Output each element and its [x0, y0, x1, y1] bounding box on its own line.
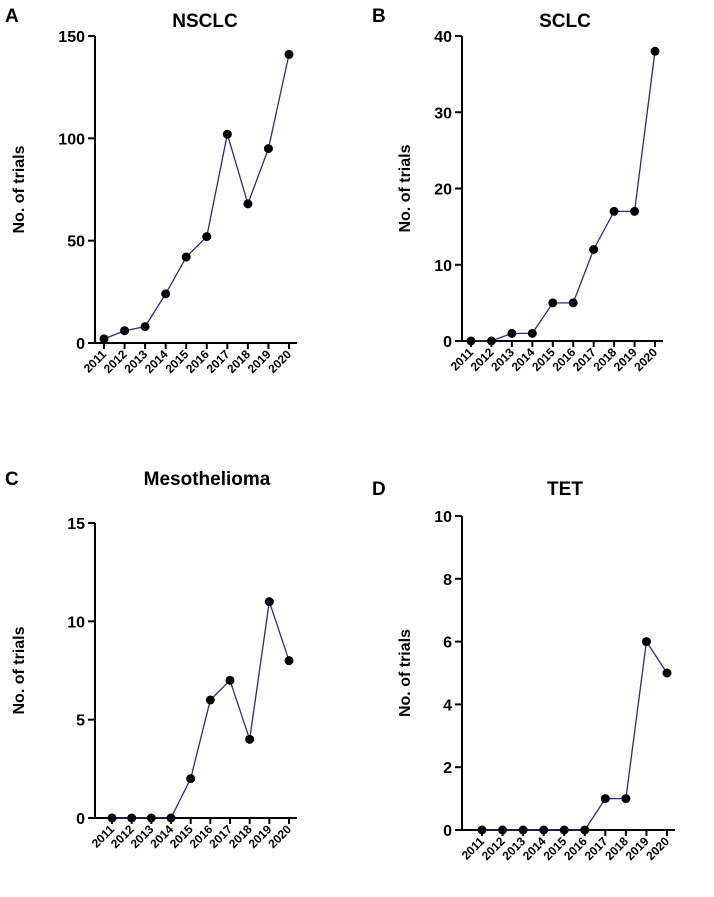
- x-tick-label: 2020: [265, 822, 294, 851]
- panel-label: D: [372, 479, 386, 500]
- y-tick-label: 20: [434, 182, 452, 199]
- data-point-2017: [600, 794, 610, 804]
- data-point-2013: [146, 813, 156, 823]
- data-point-2019: [630, 206, 640, 216]
- data-point-2019: [263, 144, 273, 154]
- data-point-2020: [284, 49, 294, 59]
- data-point-2018: [243, 199, 253, 209]
- series-line: [471, 51, 656, 342]
- data-point-2016: [568, 298, 578, 308]
- data-point-2016: [202, 232, 212, 242]
- y-tick-label: 40: [434, 29, 452, 46]
- x-tick-label: 2020: [265, 347, 294, 376]
- panel-label: B: [372, 6, 386, 27]
- data-point-2017: [589, 245, 599, 254]
- y-tick-label: 6: [443, 635, 452, 652]
- y-tick-label: 100: [58, 131, 85, 148]
- series-line: [103, 54, 290, 340]
- y-tick-label: 50: [67, 234, 85, 251]
- chart-title: TET: [547, 479, 583, 500]
- y-tick-label: 8: [443, 572, 452, 589]
- data-point-2020: [662, 668, 672, 678]
- data-point-2013: [140, 322, 150, 332]
- data-point-2019: [264, 597, 274, 607]
- data-point-2012: [498, 825, 508, 835]
- y-tick-label: 5: [76, 713, 85, 730]
- chart-title: Mesothelioma: [144, 469, 271, 490]
- y-tick-label: 10: [434, 509, 452, 526]
- data-point-2013: [507, 328, 517, 338]
- y-tick-label: 0: [443, 334, 452, 351]
- y-tick-label: 30: [434, 105, 452, 122]
- data-point-2015: [559, 825, 569, 835]
- panel-label: A: [5, 6, 19, 27]
- data-point-2018: [621, 794, 631, 804]
- x-tick-label: 2020: [643, 834, 672, 863]
- data-point-2019: [641, 637, 651, 647]
- y-tick-label: 10: [434, 258, 452, 275]
- panel-label: C: [5, 469, 19, 490]
- data-point-2011: [466, 336, 476, 346]
- data-point-2012: [127, 813, 137, 823]
- y-axis-label: No. of trials: [11, 626, 28, 714]
- x-tick-label: 2020: [631, 345, 660, 374]
- y-tick-label: 0: [443, 823, 452, 840]
- data-point-2012: [120, 326, 130, 336]
- chart-title: SCLC: [539, 11, 591, 32]
- data-point-2017: [225, 675, 235, 685]
- y-tick-label: 0: [76, 811, 85, 828]
- series-line: [482, 639, 668, 831]
- data-point-2016: [205, 695, 215, 705]
- data-point-2015: [181, 252, 191, 262]
- data-point-2020: [650, 46, 660, 56]
- data-point-2015: [548, 298, 558, 308]
- data-point-2014: [527, 328, 537, 338]
- data-point-2014: [166, 813, 176, 823]
- y-tick-label: 10: [67, 614, 85, 631]
- y-tick-label: 4: [443, 697, 452, 714]
- data-point-2020: [284, 656, 294, 666]
- data-point-2017: [222, 129, 232, 139]
- y-tick-label: 0: [76, 336, 85, 353]
- data-point-2012: [486, 336, 496, 346]
- data-point-2016: [580, 825, 590, 835]
- y-axis-label: No. of trials: [11, 145, 28, 233]
- data-point-2011: [477, 825, 487, 835]
- data-point-2013: [518, 825, 528, 835]
- data-point-2018: [245, 734, 255, 744]
- data-point-2018: [609, 206, 619, 216]
- series-line: [112, 601, 290, 819]
- y-axis-label: No. of trials: [397, 144, 414, 232]
- y-tick-label: 15: [67, 516, 85, 533]
- y-tick-label: 150: [58, 29, 85, 46]
- chart-title: NSCLC: [172, 11, 238, 32]
- y-axis-label: No. of trials: [397, 629, 414, 717]
- data-point-2011: [99, 334, 109, 344]
- data-point-2014: [539, 825, 549, 835]
- data-point-2014: [161, 289, 171, 299]
- y-tick-label: 2: [443, 760, 452, 777]
- data-point-2015: [186, 774, 196, 784]
- data-point-2011: [107, 813, 117, 823]
